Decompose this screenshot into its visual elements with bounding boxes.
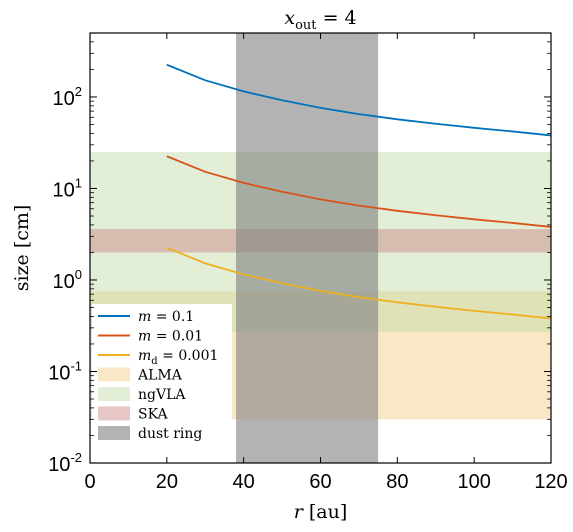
x-axis-unit: [au] — [303, 501, 347, 523]
x-axis-var: r — [294, 501, 305, 523]
x-tick-label: 60 — [309, 471, 331, 493]
legend-label: md = 0.001 — [138, 348, 218, 367]
legend-label-sub: d — [151, 356, 158, 367]
legend-label: SKA — [138, 407, 168, 423]
legend-entry-4: ALMA — [98, 367, 183, 384]
legend-patch-swatch — [98, 426, 130, 440]
legend-label-var: m — [138, 309, 151, 325]
legend-label: ngVLA — [138, 387, 186, 403]
chart-title: xout = 4 — [284, 7, 356, 33]
legend-label: m = 0.01 — [138, 329, 203, 345]
x-tick-label: 80 — [386, 471, 408, 493]
legend-entry-5: ngVLA — [98, 387, 186, 403]
y-tick-label: 101 — [53, 175, 82, 201]
legend-entry-1: m = 0.1 — [98, 309, 194, 325]
bands-layer — [90, 33, 551, 463]
title-main: x — [284, 7, 295, 29]
series-line-3 — [166, 246, 552, 320]
x-axis-title: r [au] — [294, 501, 348, 523]
y-tick-exp: 0 — [75, 267, 82, 282]
legend-label: m = 0.1 — [138, 309, 194, 325]
series-line-1 — [166, 63, 552, 137]
legend-label-rest: = 0.01 — [151, 329, 203, 345]
x-tick-label: 20 — [156, 471, 178, 493]
legend-label-var: m — [138, 329, 151, 345]
y-tick-exp: -2 — [70, 450, 82, 465]
band-dust-ring — [235, 33, 379, 463]
x-tick-label: 100 — [457, 471, 490, 493]
legend-label: dust ring — [138, 426, 202, 442]
y-tick-label: 10-1 — [48, 358, 82, 384]
y-tick-label: 102 — [53, 84, 82, 110]
legend-label-var: m — [138, 348, 151, 364]
x-tick-label: 0 — [84, 471, 95, 493]
y-tick-exp: -1 — [70, 358, 82, 373]
y-tick-label: 100 — [53, 267, 82, 293]
legend-label: ALMA — [137, 368, 183, 384]
y-tick-base: 10 — [48, 454, 70, 476]
legend-entry-3: md = 0.001 — [98, 348, 218, 367]
series-line-2 — [166, 155, 552, 228]
x-tick-label: 120 — [534, 471, 567, 493]
y-tick-base: 10 — [48, 362, 70, 384]
legend-label-rest: = 0.1 — [151, 309, 194, 325]
y-tick-base: 10 — [53, 271, 75, 293]
y-tick-exp: 1 — [75, 175, 82, 190]
legend-entry-7: dust ring — [98, 426, 202, 442]
y-tick-base: 10 — [53, 88, 75, 110]
y-axis-title: size [cm] — [11, 205, 33, 292]
y-tick-label: 10-2 — [48, 450, 82, 476]
x-tick-label: 40 — [233, 471, 255, 493]
series-layer — [166, 63, 552, 320]
title-rest: = 4 — [317, 7, 357, 29]
legend-patch-swatch — [98, 387, 130, 401]
title-sub: out — [295, 18, 317, 33]
legend-entry-2: m = 0.01 — [98, 329, 203, 345]
legend-entry-6: SKA — [98, 406, 168, 423]
legend-patch-swatch — [98, 367, 130, 382]
y-tick-base: 10 — [53, 179, 75, 201]
y-tick-exp: 2 — [75, 84, 82, 99]
legend-patch-swatch — [98, 406, 130, 421]
legend-label-rest: = 0.001 — [158, 348, 219, 364]
